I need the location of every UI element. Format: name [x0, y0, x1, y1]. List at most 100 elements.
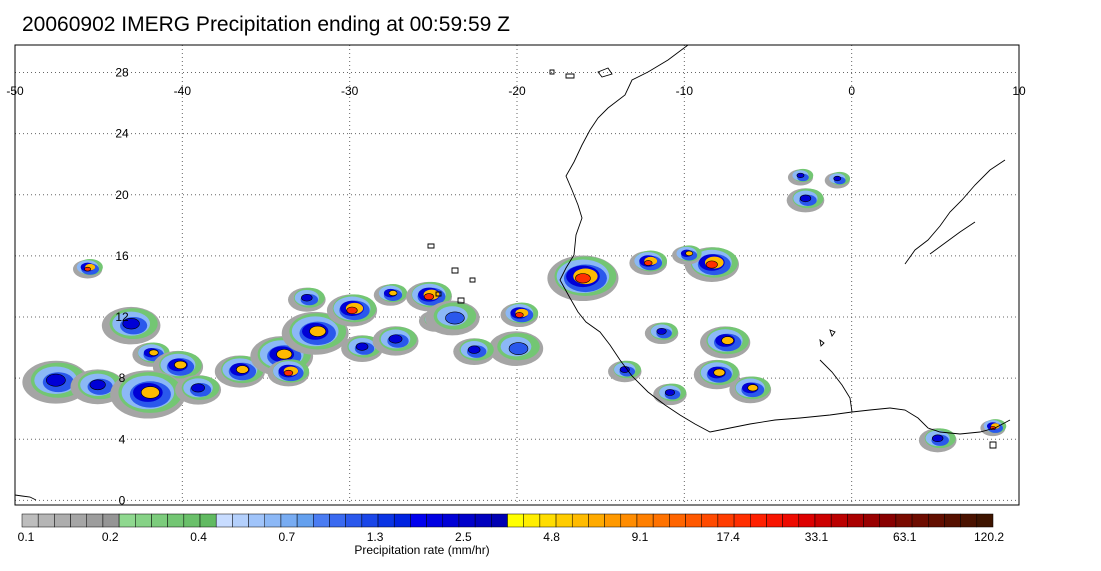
colorbar-swatch [377, 513, 395, 528]
precipitation-field [22, 168, 1007, 453]
colorbar-swatch [426, 513, 444, 528]
colorbar-swatch [733, 513, 751, 528]
colorbar-swatch [474, 513, 492, 528]
colorbar [21, 513, 994, 528]
colorbar-tick-label: 1.3 [367, 530, 384, 544]
latitude-labels: 28 24 20 16 12 8 4 0 [115, 66, 129, 508]
colorbar-swatch [928, 513, 945, 528]
colorbar-swatch [895, 513, 913, 528]
colorbar-swatch [911, 513, 929, 528]
colorbar-tick-label: 0.7 [278, 530, 295, 544]
precip-cell [729, 376, 772, 404]
precip-cell [72, 258, 103, 279]
colorbar-swatch [329, 513, 346, 528]
colorbar-swatch [571, 513, 589, 528]
colorbar-swatch [685, 513, 702, 528]
precip-cell [267, 359, 310, 387]
precip-cell [700, 326, 751, 359]
colorbar-swatch [523, 513, 541, 528]
colorbar-swatch [701, 513, 719, 528]
lat-tick-label: 16 [115, 249, 129, 263]
precip-cell [373, 284, 408, 306]
lon-tick-label: -30 [341, 84, 359, 98]
lon-tick-label: -10 [676, 84, 694, 98]
colorbar-swatch [847, 513, 864, 528]
colorbar-swatch [507, 513, 524, 528]
map-frame [14, 44, 1020, 506]
colorbar-swatch [555, 513, 573, 528]
precip-cell [547, 255, 619, 302]
colorbar-tick-label: 9.1 [632, 530, 649, 544]
colorbar-swatch [539, 513, 557, 528]
colorbar-swatch [410, 513, 427, 528]
colorbar-swatch [491, 513, 508, 528]
lon-tick-label: 10 [1012, 84, 1026, 98]
colorbar-axis-label: Precipitation rate (mm/hr) [354, 543, 489, 557]
colorbar-swatch [814, 513, 832, 528]
colorbar-swatch [345, 513, 363, 528]
colorbar-swatch [766, 513, 783, 528]
colorbar-swatch [669, 513, 686, 528]
precip-cell [918, 428, 957, 453]
colorbar-swatch [21, 513, 39, 528]
precip-cell [175, 375, 222, 405]
colorbar-swatch [37, 513, 55, 528]
colorbar-tick-label: 0.2 [102, 530, 119, 544]
colorbar-swatch [458, 513, 476, 528]
page-title: 20060902 IMERG Precipitation ending at 0… [22, 13, 510, 36]
precip-cell [488, 331, 544, 366]
lat-tick-label: 4 [119, 432, 126, 446]
precip-cell [824, 171, 851, 189]
precip-cell [425, 300, 480, 336]
colorbar-swatch [296, 513, 314, 528]
precip-cell [629, 250, 668, 276]
colorbar-swatch [102, 513, 120, 528]
precip-cell [500, 302, 539, 328]
colorbar-tick-label: 63.1 [893, 530, 917, 544]
colorbar-swatch [879, 513, 897, 528]
colorbar-swatch [588, 513, 605, 528]
precip-cell [110, 370, 186, 419]
colorbar-swatch [830, 513, 848, 528]
precip-cell [288, 287, 326, 312]
map-gridlines [15, 45, 1019, 505]
precip-cell [152, 350, 204, 383]
colorbar-swatch [863, 513, 880, 528]
precip-cell [101, 306, 161, 345]
colorbar-swatch [976, 513, 994, 528]
colorbar-swatch [215, 513, 233, 528]
lat-tick-label: 20 [115, 188, 129, 202]
colorbar-swatch [280, 513, 298, 528]
lat-tick-label: 28 [115, 66, 129, 80]
colorbar-swatch [717, 513, 735, 528]
longitude-labels: -50 -40 -30 -20 -10 0 10 [6, 84, 1026, 98]
colorbar-swatch [361, 513, 379, 528]
colorbar-swatch [782, 513, 800, 528]
lat-tick-label: 12 [115, 310, 129, 324]
lat-tick-label: 0 [119, 493, 126, 507]
precip-cell [644, 322, 679, 345]
lon-tick-label: 0 [848, 84, 855, 98]
colorbar-swatch [118, 513, 136, 528]
colorbar-swatch [70, 513, 87, 528]
colorbar-tick-label: 4.8 [543, 530, 560, 544]
precip-cell [787, 168, 814, 186]
colorbar-swatch [442, 513, 460, 528]
precip-cell [980, 419, 1007, 437]
precip-cell [372, 326, 419, 356]
colorbar-swatch [798, 513, 816, 528]
lat-tick-label: 8 [119, 371, 126, 385]
lon-tick-label: -40 [174, 84, 192, 98]
lon-tick-label: -50 [6, 84, 24, 98]
colorbar-swatch [232, 513, 249, 528]
colorbar-swatch [54, 513, 71, 528]
colorbar-swatch [313, 513, 330, 528]
colorbar-swatch [151, 513, 168, 528]
colorbar-tick-label: 0.4 [190, 530, 207, 544]
precip-cell [693, 359, 740, 390]
colorbar-tick-label: 120.2 [974, 530, 1004, 544]
colorbar-swatch [264, 513, 282, 528]
lat-tick-label: 24 [115, 127, 129, 141]
colorbar-swatch [750, 513, 767, 528]
